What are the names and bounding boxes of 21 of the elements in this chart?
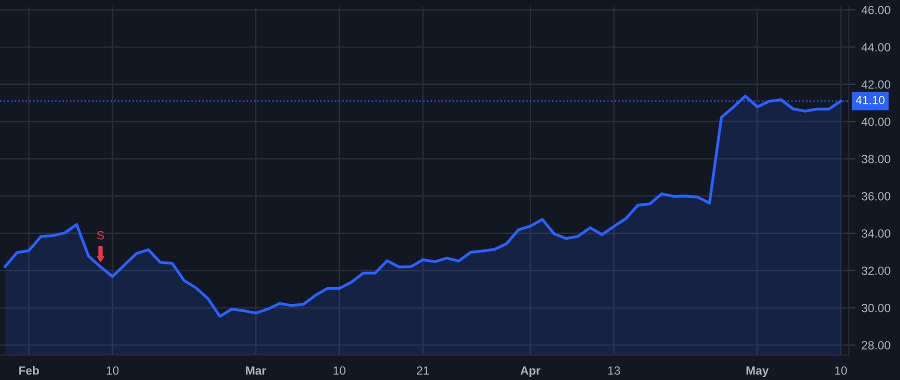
x-tick-label: Apr: [520, 366, 540, 378]
x-tick-label: 10: [334, 366, 346, 375]
y-tick-label: 30.00: [862, 304, 890, 312]
y-tick-label: 44.00: [861, 43, 890, 52]
y-tick-label: 40.00: [861, 118, 890, 126]
y-tick-label: 36.00: [862, 192, 890, 200]
x-tick-label: 21: [416, 366, 429, 375]
ref-line-label: 41.10: [856, 96, 885, 104]
y-tick-label: 34.00: [862, 229, 890, 238]
x-tick-label: Feb: [19, 366, 39, 375]
y-tick-label: 42.00: [861, 80, 890, 89]
y-tick-label: 32.00: [862, 266, 890, 275]
y-tick-label: 28.00: [862, 341, 890, 350]
y-tick-label: 46.00: [861, 6, 890, 14]
x-tick-label: May: [746, 366, 769, 378]
y-tick-label: 38.00: [862, 154, 890, 164]
x-tick-label: 10: [106, 366, 119, 375]
x-tick-label: 10: [835, 366, 847, 375]
x-tick-label: Mar: [246, 366, 266, 375]
x-tick-label: 13: [608, 366, 620, 375]
annotation: S: [97, 231, 104, 240]
